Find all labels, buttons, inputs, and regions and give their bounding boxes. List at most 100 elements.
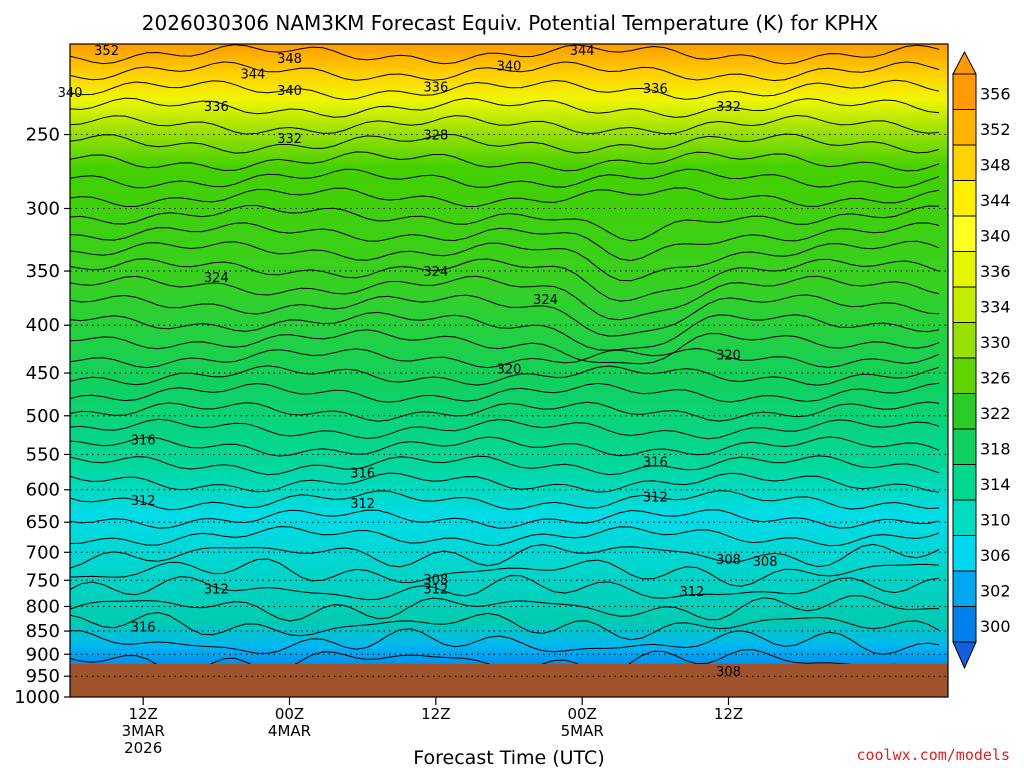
contour-label: 352 <box>94 44 119 59</box>
contour-label: 340 <box>497 60 522 75</box>
contour-line <box>70 628 940 655</box>
contour-label: 308 <box>716 553 741 568</box>
x-tick-label: 00Z <box>275 705 304 723</box>
contour-line <box>70 365 940 386</box>
contour-line <box>70 97 940 118</box>
y-tick-label: 950 <box>26 666 60 687</box>
colorbar-swatch <box>952 499 977 536</box>
contour-label: 332 <box>716 100 741 115</box>
colorbar-label: 314 <box>980 475 1011 494</box>
y-tick-label: 700 <box>26 542 60 563</box>
contour-line <box>70 151 940 172</box>
contour-lines <box>70 44 940 664</box>
contour-label: 332 <box>277 132 302 147</box>
colorbar-label: 356 <box>980 85 1011 104</box>
contour-label: 312 <box>204 582 229 597</box>
y-tick-label: 650 <box>26 512 60 533</box>
chart-title: 2026030306 NAM3KM Forecast Equiv. Potent… <box>142 11 879 35</box>
colorbar-swatch <box>952 535 977 572</box>
contour-line <box>70 133 940 154</box>
watermark: coolwx.com/models <box>856 746 1010 764</box>
contour-line <box>70 187 940 208</box>
x-tick-label: 12Z <box>714 705 743 723</box>
colorbar-swatch <box>952 570 977 607</box>
contour-line <box>70 382 940 403</box>
colorbar-swatch <box>952 73 977 110</box>
x-tick-label: 5MAR <box>561 722 604 740</box>
y-tick-label: 900 <box>26 644 60 665</box>
contour-line <box>70 204 940 242</box>
colorbar-label: 310 <box>980 511 1011 530</box>
contour-label: 336 <box>643 82 668 97</box>
contour-line <box>70 329 940 365</box>
contour-line <box>70 294 940 337</box>
y-tick-label: 500 <box>26 406 60 427</box>
colorbar-label: 336 <box>980 262 1011 281</box>
colorbar-swatch <box>952 286 977 323</box>
colorbar-label: 322 <box>980 404 1011 423</box>
colorbar-swatch <box>952 180 977 217</box>
colorbar-swatch <box>952 322 977 359</box>
y-tick-label: 350 <box>26 261 60 282</box>
x-tick-label: 12Z <box>421 705 450 723</box>
colorbar-swatch <box>952 251 977 288</box>
contour-line <box>70 114 940 135</box>
contour-label: 316 <box>643 456 668 471</box>
colorbar-top-cap <box>952 50 977 75</box>
contour-label: 312 <box>131 494 156 509</box>
y-tick-label: 600 <box>26 480 60 501</box>
contour-label: 308 <box>753 555 778 570</box>
contour-label: 328 <box>423 129 448 144</box>
colorbar-swatch <box>952 215 977 252</box>
contour-line <box>70 558 940 587</box>
y-tick-label: 250 <box>26 125 60 146</box>
contour-line <box>70 611 940 641</box>
contour-line <box>70 258 940 302</box>
colorbar-swatch <box>952 109 977 146</box>
contour-line <box>70 418 940 440</box>
contour-line <box>70 222 940 262</box>
colorbar-label: 334 <box>980 298 1011 317</box>
x-tick-label: 00Z <box>567 705 596 723</box>
contour-label: 316 <box>131 433 156 448</box>
colorbar-swatch <box>952 393 977 430</box>
field-fill <box>70 44 948 664</box>
x-tick-label: 2026 <box>124 739 162 757</box>
pressure-gridlines <box>70 134 948 677</box>
y-tick-label: 850 <box>26 621 60 642</box>
colorbar-label: 330 <box>980 333 1011 352</box>
y-axis: 2503003504004505005506006507007508008509… <box>14 125 70 708</box>
contour-label: 312 <box>423 582 448 597</box>
x-tick-label: 3MAR <box>122 722 165 740</box>
contour-line <box>70 649 896 664</box>
contour-label: 312 <box>350 497 375 512</box>
contour-line <box>70 509 940 529</box>
contour-line <box>70 436 940 457</box>
contour-line <box>70 240 940 282</box>
contour-line <box>70 526 940 547</box>
colorbar: 356 352 348 344 340 336 334 330 326 322 318 314 310 3… <box>952 50 1011 670</box>
x-axis-label: Forecast Time (UTC) <box>413 747 604 768</box>
contour-label: 320 <box>497 362 522 377</box>
y-tick-label: 750 <box>26 570 60 591</box>
y-tick-label: 550 <box>26 444 60 465</box>
contour-line <box>70 311 940 351</box>
colorbar-label: 300 <box>980 617 1011 636</box>
contour-line <box>70 455 940 476</box>
contour-line <box>70 61 940 82</box>
colorbar-label: 340 <box>980 227 1011 246</box>
y-tick-label: 300 <box>26 199 60 220</box>
contour-line <box>70 347 940 369</box>
colorbar-swatch <box>952 144 977 181</box>
colorbar-swatch <box>952 428 977 465</box>
terrain-band <box>70 664 948 697</box>
colorbar-label: 344 <box>980 191 1011 210</box>
colorbar-label: 306 <box>980 546 1011 565</box>
colorbar-swatch <box>952 464 977 501</box>
contour-line <box>70 44 940 65</box>
contour-line <box>70 401 940 422</box>
contour-label: 336 <box>423 80 448 95</box>
contour-line <box>70 543 940 569</box>
